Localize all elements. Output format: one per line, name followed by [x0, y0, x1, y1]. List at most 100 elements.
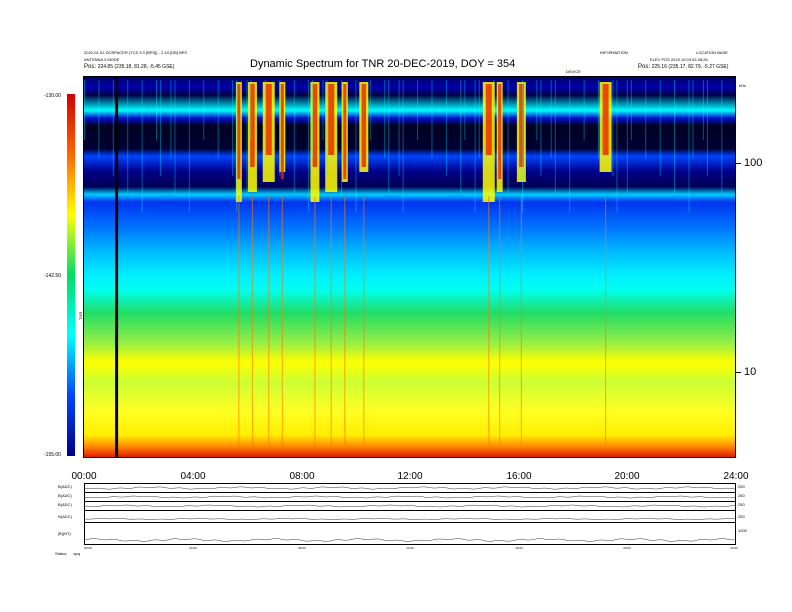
- streak: [384, 80, 386, 158]
- streak: [688, 80, 690, 212]
- streak: [112, 80, 114, 176]
- burst-trail: [281, 196, 283, 446]
- status-label: Status: [55, 551, 67, 556]
- bottom-x-tick-4: 16:00: [515, 546, 523, 550]
- streak: [308, 80, 310, 212]
- x-tick-2400: 24:00: [723, 471, 749, 482]
- streak: [326, 80, 328, 176]
- panel-label-5: |B|(NT): [58, 531, 71, 536]
- burst-core: [361, 84, 367, 167]
- streak: [493, 80, 495, 176]
- chart-title: Dynamic Spectrum for TNR 20-DEC-2019, DO…: [250, 58, 516, 70]
- streak: [388, 80, 390, 194]
- colorbar-tick-top: -130.00: [44, 93, 61, 99]
- bottom-x-tick-0: 00:00: [84, 546, 92, 550]
- panel-right-4: 250: [738, 514, 745, 519]
- colorbar-tick-mid: -142.50: [44, 273, 61, 279]
- streak: [84, 80, 85, 140]
- bottom-x-tick-1: 04:00: [189, 546, 197, 550]
- streak: [127, 80, 129, 194]
- bottom-x-tick-5: 20:00: [623, 546, 631, 550]
- panel-label-3: B(ADC): [58, 502, 72, 507]
- streak: [540, 80, 542, 176]
- burst-core: [485, 84, 492, 155]
- y-tick-mark-100: [736, 163, 741, 164]
- streak: [521, 80, 523, 212]
- streak: [203, 80, 205, 140]
- streak: [160, 80, 162, 176]
- header-left-line2: ANTENNA 3 MODE: [84, 57, 120, 62]
- streak: [402, 80, 404, 212]
- streak: [536, 80, 538, 140]
- burst-core: [602, 84, 609, 155]
- panel-right-5: 1000: [738, 528, 747, 533]
- burst-trail: [520, 196, 522, 446]
- x-tick-1600: 16:00: [506, 471, 532, 482]
- burst-core: [343, 84, 347, 179]
- streak: [369, 80, 371, 140]
- spectrogram-background: [84, 76, 736, 458]
- y-unit-label: kHz: [739, 83, 746, 88]
- trace-bmag: [84, 538, 736, 542]
- header-left-pos: Pos: 224.85 (235.18, 81.28, -5.45 GSE): [84, 64, 174, 71]
- y-tick-100: 100: [744, 157, 763, 169]
- streak: [702, 80, 704, 140]
- panel-right-2: 250: [738, 493, 745, 498]
- burst-trail: [499, 196, 501, 446]
- burst-trail: [314, 196, 316, 446]
- streak: [721, 80, 723, 194]
- header-right-line2: ELEV POS 2019 10:03 02:28:28: [650, 57, 708, 62]
- spectrogram: [84, 76, 736, 458]
- panel-divider-1: [84, 492, 736, 493]
- burst-trail: [268, 196, 270, 446]
- panel-label-2: B(ADC): [58, 493, 72, 498]
- streak: [616, 80, 618, 212]
- streak: [264, 80, 266, 158]
- trace-bz: [84, 504, 736, 508]
- streak: [478, 80, 480, 158]
- header-right-top2: LOCATION BASE: [696, 50, 728, 55]
- streak: [155, 80, 157, 140]
- streak: [554, 80, 556, 194]
- burst-core: [312, 84, 318, 167]
- streak: [569, 80, 571, 212]
- streak: [460, 80, 462, 194]
- burst-trail: [605, 196, 607, 446]
- colorbar-tick-bottom: -155.00: [44, 452, 61, 458]
- streak: [312, 80, 314, 158]
- trace-n: [84, 518, 736, 520]
- bottom-panels-frame: [84, 483, 736, 545]
- streak: [170, 80, 172, 158]
- streak: [431, 80, 433, 158]
- streak: [322, 80, 324, 140]
- header-right-pos-value: 225.16 (235.17, 82.79, -5.27 GSE): [651, 64, 729, 70]
- x-tick-0000: 00:00: [71, 471, 97, 482]
- status-value: spq: [73, 551, 80, 556]
- trace-bx: [84, 486, 736, 490]
- header-left-line1: 2020-01-02 DOSPACER (TCS 3.0 [BPS]) - 2-…: [84, 50, 188, 55]
- bottom-x-tick-3: 12:00: [406, 546, 414, 550]
- streak: [417, 80, 419, 140]
- burst-core: [498, 84, 502, 179]
- streak: [279, 80, 281, 176]
- streak: [246, 80, 248, 194]
- streak: [250, 80, 252, 140]
- streak: [583, 80, 585, 140]
- streak: [507, 80, 509, 194]
- header-right-pos: Pos: 225.16 (235.17, 82.79, -5.27 GSE): [638, 64, 728, 71]
- x-tick-1200: 12:00: [397, 471, 423, 482]
- panel-label-1: B(ADC): [58, 484, 72, 489]
- streak: [674, 80, 676, 194]
- y-tick-mark-10: [736, 372, 741, 373]
- burst-trail: [363, 196, 365, 446]
- panel-divider-2: [84, 501, 736, 502]
- colorbar: [67, 94, 75, 456]
- streak: [98, 80, 100, 158]
- burst-core: [237, 84, 241, 179]
- streak: [188, 80, 190, 212]
- header-right-top1: INFORMATION: [600, 50, 628, 55]
- panel-label-4: N(ADC): [58, 514, 72, 519]
- streak: [217, 80, 219, 158]
- streak: [355, 80, 357, 212]
- streak: [550, 80, 552, 158]
